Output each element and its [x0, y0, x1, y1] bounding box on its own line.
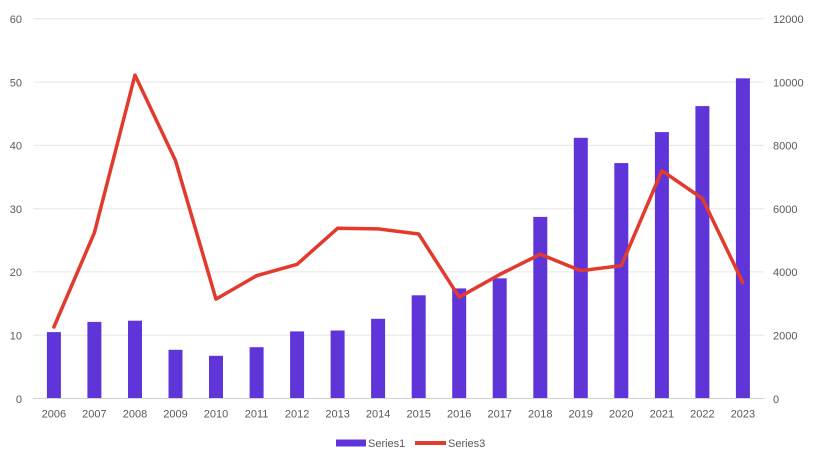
svg-text:2013: 2013 [325, 409, 349, 421]
svg-text:2015: 2015 [406, 409, 430, 421]
svg-text:2000: 2000 [773, 331, 797, 343]
svg-text:2010: 2010 [204, 409, 228, 421]
svg-text:2021: 2021 [650, 409, 674, 421]
svg-text:40: 40 [10, 141, 22, 153]
svg-text:2020: 2020 [609, 409, 633, 421]
svg-text:6000: 6000 [773, 204, 797, 216]
svg-text:2017: 2017 [487, 409, 511, 421]
svg-text:20: 20 [10, 267, 22, 279]
svg-text:2014: 2014 [366, 409, 390, 421]
svg-text:2023: 2023 [731, 409, 755, 421]
svg-text:2006: 2006 [42, 409, 66, 421]
svg-text:8000: 8000 [773, 141, 797, 153]
svg-text:60: 60 [10, 14, 22, 26]
svg-text:0: 0 [16, 394, 22, 406]
svg-text:2009: 2009 [163, 409, 187, 421]
svg-text:2008: 2008 [123, 409, 147, 421]
svg-text:2018: 2018 [528, 409, 552, 421]
svg-text:2011: 2011 [245, 409, 269, 421]
svg-text:50: 50 [10, 77, 22, 89]
svg-text:2016: 2016 [447, 409, 471, 421]
svg-text:2022: 2022 [690, 409, 714, 421]
svg-text:10000: 10000 [773, 77, 804, 89]
svg-text:0: 0 [773, 394, 779, 406]
svg-text:10: 10 [10, 331, 22, 343]
svg-text:2007: 2007 [82, 409, 106, 421]
svg-text:2012: 2012 [285, 409, 309, 421]
svg-text:2019: 2019 [569, 409, 593, 421]
svg-text:Series1: Series1 [368, 438, 405, 450]
svg-text:4000: 4000 [773, 267, 797, 279]
svg-text:30: 30 [10, 204, 22, 216]
svg-text:12000: 12000 [773, 14, 804, 26]
svg-text:Series3: Series3 [448, 438, 485, 450]
